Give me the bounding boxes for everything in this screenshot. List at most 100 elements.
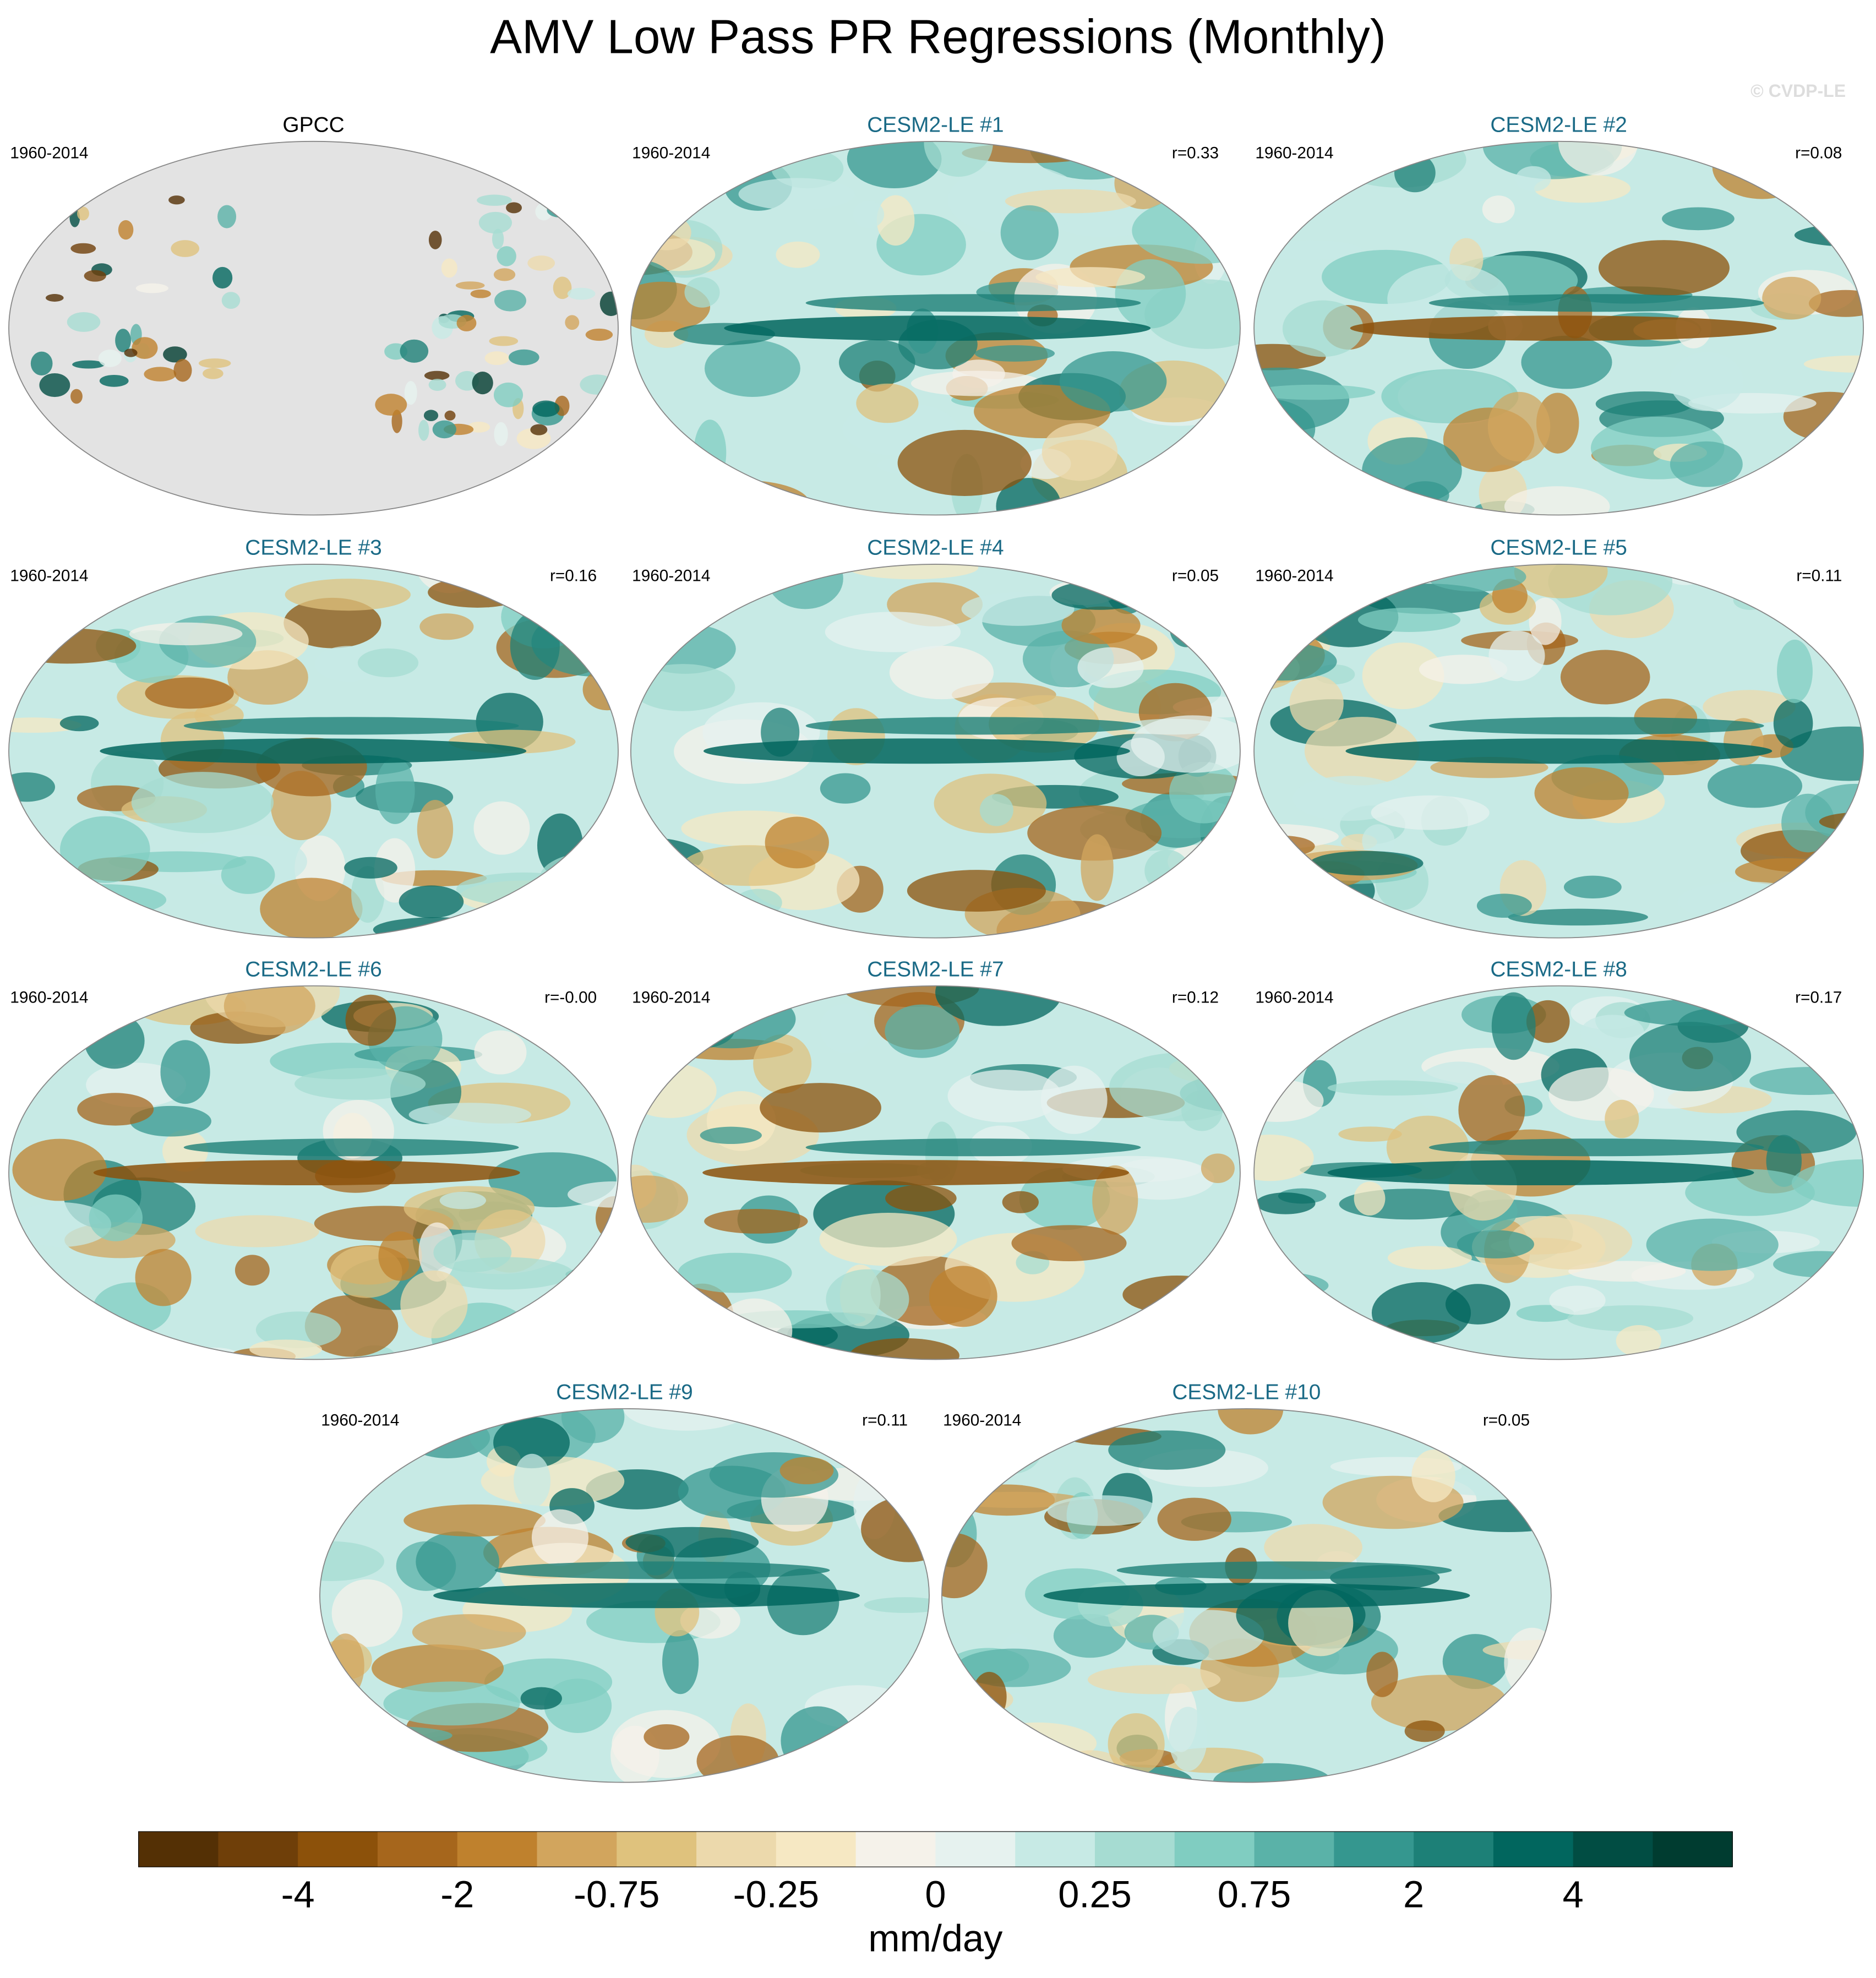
map-blob bbox=[1144, 849, 1190, 892]
map-panel: CESM2-LE #10 1960-2014 r=0.05 bbox=[941, 1381, 1552, 1783]
map-blob bbox=[1808, 290, 1864, 317]
map-outline bbox=[1253, 985, 1864, 1360]
map-blob bbox=[1116, 738, 1165, 777]
map-blob bbox=[561, 1408, 625, 1443]
map-blob bbox=[1186, 160, 1237, 177]
map-blob bbox=[657, 1013, 693, 1039]
map-blob bbox=[135, 1249, 192, 1306]
map-band bbox=[1428, 1138, 1764, 1157]
map-blob bbox=[30, 351, 53, 376]
map-outline bbox=[1253, 564, 1864, 939]
map-blob bbox=[428, 230, 442, 249]
map-blob bbox=[494, 422, 508, 446]
panel-correlation: r=0.11 bbox=[1796, 567, 1842, 585]
map-blob bbox=[630, 1175, 689, 1223]
map-blob bbox=[1457, 1230, 1534, 1258]
map-blob bbox=[1534, 174, 1631, 203]
map-panel: CESM2-LE #4 1960-2014 r=0.05 bbox=[630, 536, 1241, 939]
map-blob bbox=[400, 339, 429, 363]
map-blob bbox=[320, 1726, 452, 1745]
colorbar-box bbox=[1174, 1832, 1255, 1867]
map-field bbox=[941, 1408, 1551, 1783]
map-blob bbox=[84, 270, 106, 282]
map-blob bbox=[1254, 835, 1315, 857]
map-blob bbox=[735, 889, 782, 917]
map-blob bbox=[1122, 1275, 1232, 1314]
map-blob bbox=[439, 1191, 486, 1209]
map-blob bbox=[98, 350, 122, 367]
map-blob bbox=[217, 205, 237, 228]
map-blob bbox=[9, 1260, 36, 1296]
map-blob bbox=[249, 1339, 322, 1359]
panel-period: 1960-2014 bbox=[1255, 144, 1333, 162]
map-blob bbox=[1109, 1053, 1240, 1121]
map-blob bbox=[979, 794, 1013, 826]
map-blob bbox=[399, 885, 464, 918]
map-panel: CESM2-LE #5 1960-2014 r=0.11 bbox=[1253, 536, 1864, 939]
panel-correlation: r=0.16 bbox=[550, 567, 597, 585]
map-blob bbox=[1027, 805, 1162, 861]
map-blob bbox=[1155, 1341, 1240, 1358]
map-blob bbox=[1371, 795, 1490, 830]
panel-title: CESM2-LE #8 bbox=[1490, 958, 1627, 982]
map-blob bbox=[331, 1579, 403, 1647]
map-blob bbox=[1670, 352, 1744, 411]
map-blob bbox=[1254, 201, 1277, 242]
map-blob bbox=[1780, 726, 1864, 781]
map-blob bbox=[489, 336, 519, 346]
map-field bbox=[630, 985, 1240, 1360]
map-band bbox=[805, 1138, 1141, 1157]
map-blob bbox=[568, 1181, 619, 1208]
map-blob bbox=[1598, 240, 1730, 296]
map-blob bbox=[1387, 1246, 1472, 1270]
map-blob bbox=[160, 1040, 210, 1104]
map-blob bbox=[797, 1411, 868, 1450]
map-blob bbox=[1526, 1000, 1570, 1043]
map-blob bbox=[492, 228, 504, 249]
panel-title: CESM2-LE #6 bbox=[245, 958, 381, 982]
map-blob bbox=[383, 1681, 520, 1726]
map-blob bbox=[1170, 611, 1204, 647]
map-band bbox=[183, 717, 519, 735]
map-blob bbox=[163, 346, 187, 363]
map-blob bbox=[826, 1269, 909, 1329]
colorbar-tick-label: -0.25 bbox=[733, 1873, 819, 1915]
colorbar: -4 -2 -0.75 -0.25 0 0.25 0.75 2 4 mm/day bbox=[138, 1831, 1733, 1960]
map-blob bbox=[1254, 1270, 1329, 1301]
map-blob bbox=[1000, 205, 1059, 260]
map-blob bbox=[716, 1298, 793, 1360]
map-blob bbox=[1297, 1007, 1345, 1033]
map-blob bbox=[889, 645, 994, 700]
map-blob bbox=[531, 606, 599, 623]
map-blob bbox=[567, 287, 596, 300]
map-blob bbox=[847, 141, 942, 189]
map-blob bbox=[444, 410, 456, 421]
map-blob bbox=[941, 1533, 988, 1599]
panel-period: 1960-2014 bbox=[1255, 567, 1333, 585]
map-blob bbox=[1819, 454, 1856, 484]
panel-correlation: r=0.17 bbox=[1795, 989, 1842, 1007]
map-band bbox=[183, 1138, 519, 1157]
colorbar-tick-label: 2 bbox=[1403, 1873, 1424, 1915]
map-blob bbox=[853, 200, 885, 228]
map-blob bbox=[1327, 1080, 1458, 1096]
panel-correlation: r=0.33 bbox=[1172, 144, 1219, 162]
map-blob bbox=[344, 857, 397, 879]
map-blob bbox=[760, 1083, 881, 1133]
map-band bbox=[100, 738, 527, 764]
map-blob bbox=[1254, 384, 1376, 400]
map-blob bbox=[767, 564, 843, 609]
panel-title: CESM2-LE #1 bbox=[867, 113, 1004, 137]
panel-title: GPCC bbox=[282, 113, 344, 137]
map-blob bbox=[1504, 1627, 1551, 1698]
map-blob bbox=[580, 374, 614, 395]
map-blob bbox=[419, 613, 474, 640]
panel-period: 1960-2014 bbox=[10, 989, 88, 1007]
map-blob bbox=[1254, 454, 1354, 500]
map-blob bbox=[640, 1283, 702, 1308]
map-blob bbox=[1362, 642, 1444, 710]
map-blob bbox=[77, 206, 89, 221]
panel-correlation: r=0.05 bbox=[1483, 1412, 1530, 1430]
map-blob bbox=[9, 1295, 42, 1358]
map-blob bbox=[1081, 834, 1114, 901]
